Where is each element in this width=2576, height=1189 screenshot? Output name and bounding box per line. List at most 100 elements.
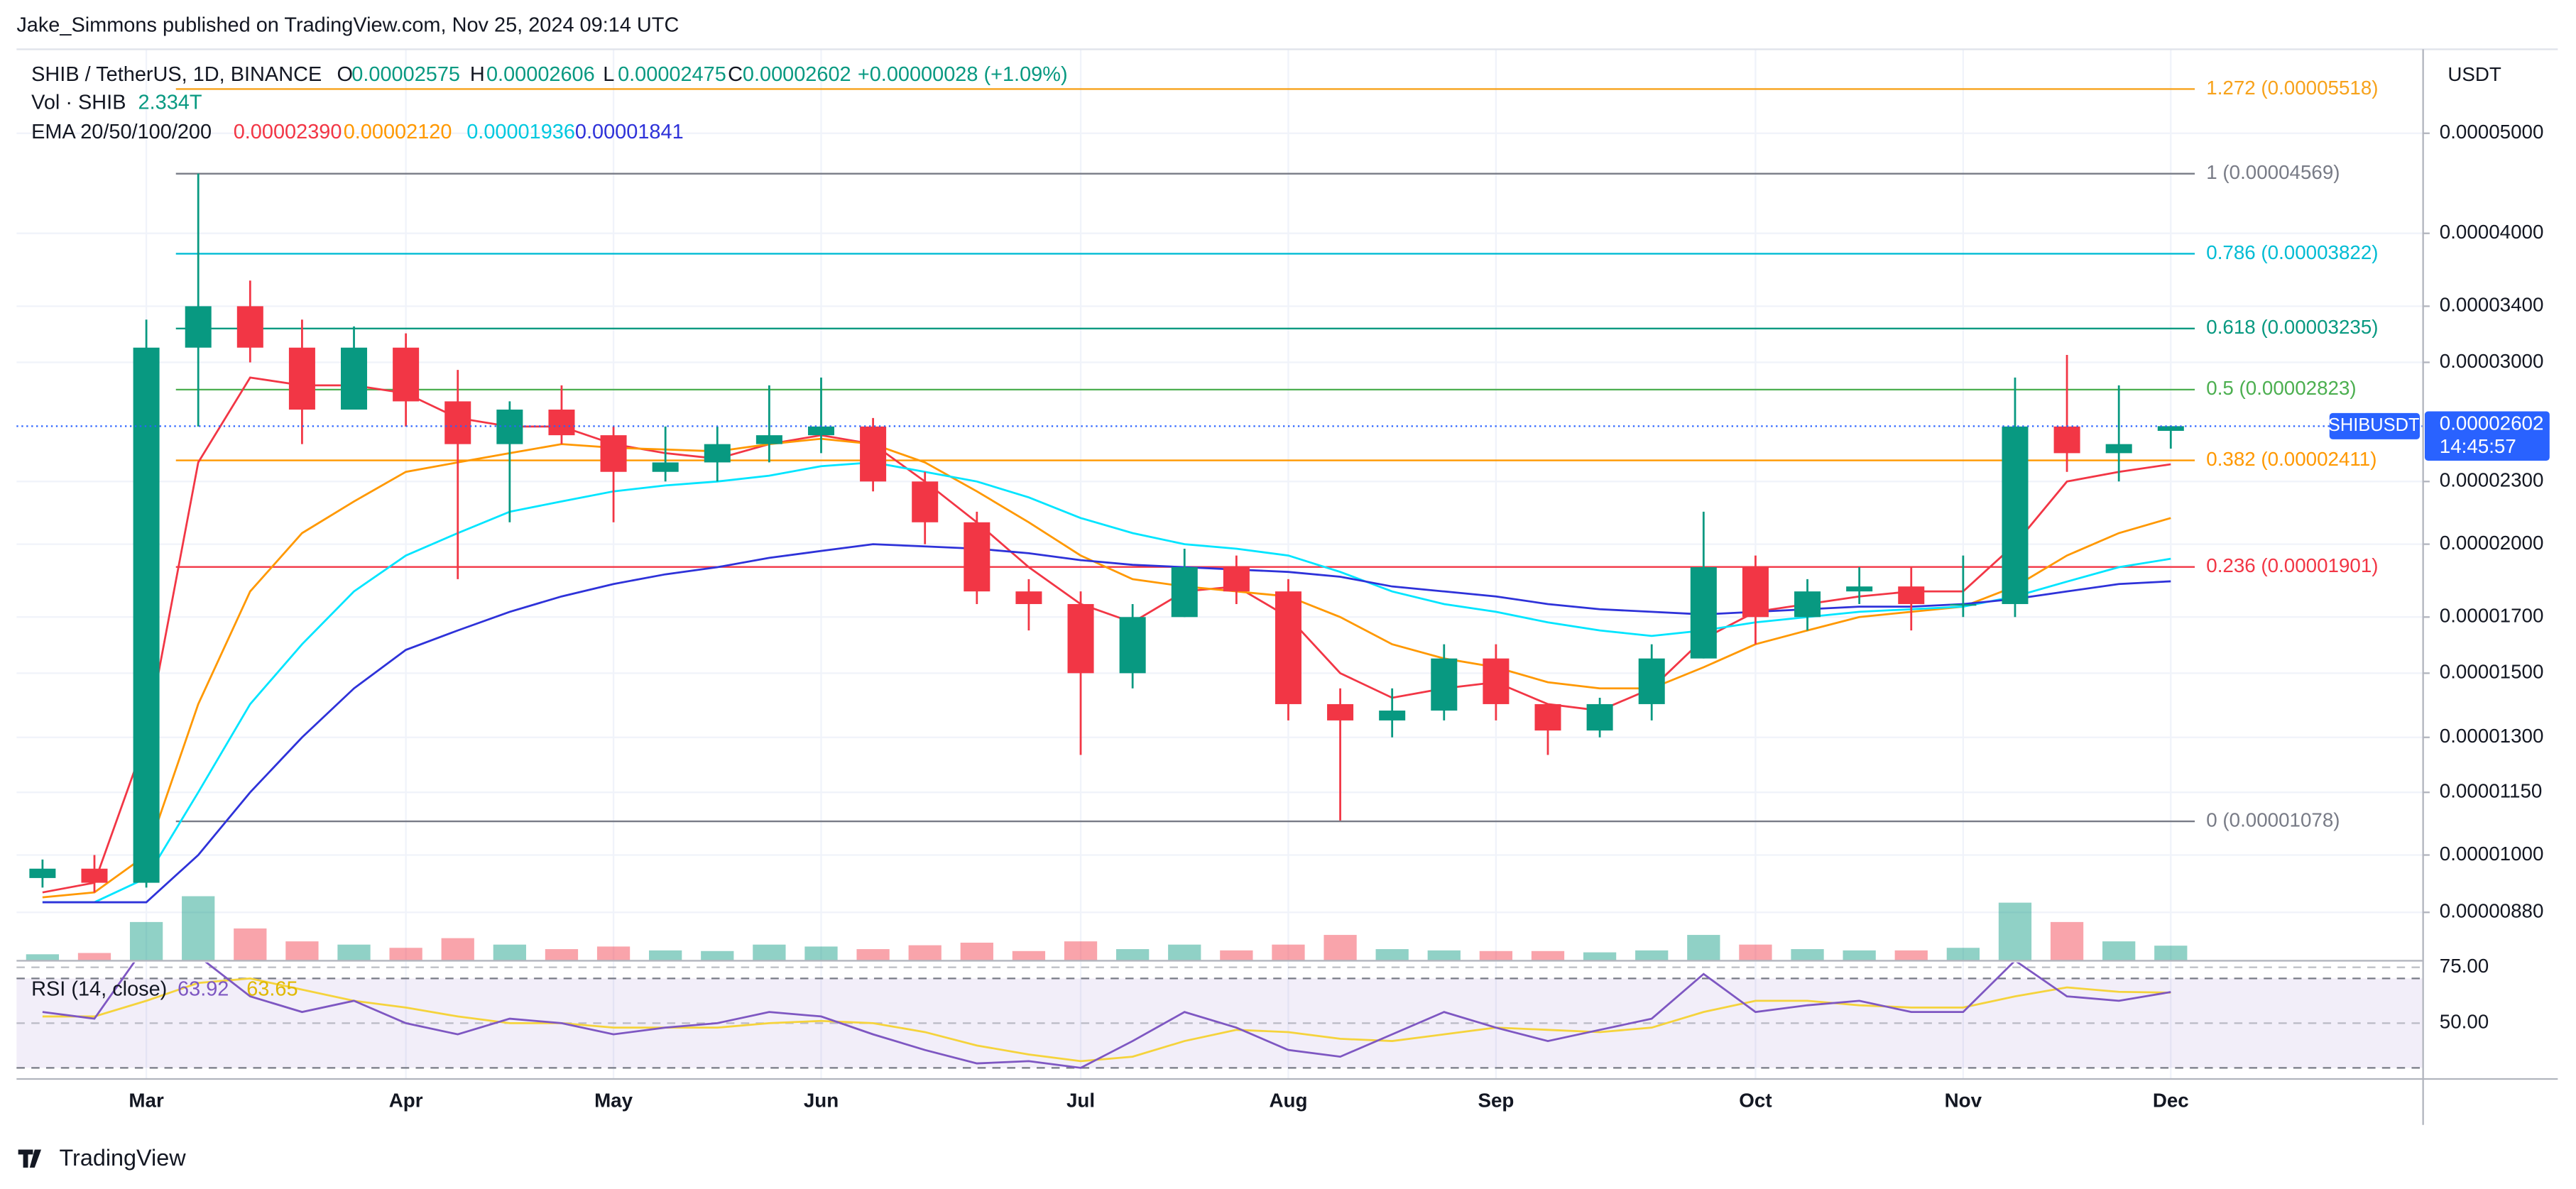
ema-line (42, 437, 2171, 899)
volume-bar (1116, 949, 1150, 961)
volume-bar (856, 949, 890, 961)
volume-bar (545, 949, 579, 961)
legend-ema200: 0.00001841 (575, 121, 684, 143)
volume-bar (1998, 902, 2032, 961)
candle-body (1638, 658, 1665, 704)
candle-body (2053, 426, 2080, 454)
candle-body (1067, 603, 1094, 674)
candle-body (1171, 567, 1198, 618)
candle-body (600, 435, 627, 472)
candle-body (1846, 586, 1873, 592)
volume-bar (285, 941, 319, 961)
rsi-tick-label: 50.00 (2440, 1011, 2489, 1033)
candle-body (1690, 567, 1717, 659)
legend-symbol: SHIB / TetherUS, 1D, BINANCE (31, 63, 322, 86)
legend-high: 0.00002606 (486, 63, 595, 86)
legend-volume-value: 2.334T (138, 91, 202, 114)
legend-volume: Vol · SHIB (31, 91, 126, 114)
rsi-line (42, 962, 2171, 1069)
candle-body (1483, 658, 1510, 704)
x-tick-label: Sep (1478, 1090, 1514, 1112)
legend-open: 0.00002575 (351, 63, 460, 86)
y-tick-label: 0.00002300 (2440, 469, 2544, 491)
y-tick-label: 0.00001700 (2440, 605, 2544, 627)
x-tick-label: Oct (1739, 1090, 1772, 1112)
y-tick-label: 0.00001500 (2440, 661, 2544, 683)
legend-h: H (470, 63, 485, 86)
candle-body (1431, 658, 1458, 711)
legend-ema50: 0.00002120 (344, 121, 452, 143)
y-tick-label: 0.00001150 (2440, 780, 2543, 802)
volume-bar (804, 946, 838, 961)
x-tick-label: Jun (804, 1090, 839, 1112)
price-tag (2424, 411, 2550, 461)
header: Jake_Simmons published on TradingView.co… (16, 14, 679, 37)
volume-bar (1531, 950, 1565, 961)
y-tick-label: 0.00003400 (2440, 294, 2544, 316)
rsi-ma-line (42, 977, 2171, 1063)
x-tick-label: Aug (1269, 1090, 1307, 1112)
candle-body (1119, 617, 1146, 674)
fib-label: 0.382 (0.00002411) (2206, 448, 2376, 470)
volume-bar (1739, 944, 1772, 961)
front-layer: Jake_Simmons published on TradingView.co… (16, 14, 2558, 1171)
volume-bar (129, 921, 163, 961)
candle-body (2002, 426, 2029, 604)
legend-c: C (728, 63, 743, 86)
rsi-title: RSI (14, close) (31, 978, 167, 1001)
y-tick-label: 0.00002000 (2440, 532, 2544, 554)
candle-body (704, 444, 731, 463)
volume-bar (649, 950, 682, 961)
fib-label: 0.236 (0.00001901) (2206, 554, 2378, 576)
rsi-tick-label: 75.00 (2440, 955, 2489, 977)
candle-body (1223, 567, 1250, 592)
volume-bar (337, 944, 371, 961)
volume-bar (2102, 941, 2136, 961)
legend-low: 0.00002475 (618, 63, 726, 86)
symbol-tag (2329, 412, 2421, 439)
candle-body (81, 868, 108, 883)
candle-body (1327, 703, 1354, 720)
x-tick-label: Jul (1066, 1090, 1095, 1112)
candle-body (548, 410, 575, 436)
candle-body (807, 426, 835, 436)
countdown: 14:45:57 (2440, 435, 2516, 457)
volume-bar (1791, 949, 1824, 961)
candle-body (29, 868, 56, 878)
symbol-tag-text: SHIBUSDT (2328, 415, 2420, 435)
legend-close: 0.00002602 (743, 63, 851, 86)
legend-o: O (337, 63, 352, 86)
candle-body (1379, 711, 1406, 720)
candle-body (185, 306, 212, 348)
volume-bar (1427, 950, 1461, 961)
main-layer (16, 88, 2423, 1069)
x-tick-label: Dec (2153, 1090, 2189, 1112)
volume-bar (701, 950, 734, 961)
volume-bar (1635, 950, 1669, 961)
logo (18, 1149, 42, 1168)
candle-body (393, 347, 420, 402)
volume-bar (389, 948, 422, 961)
volume-bar (1012, 950, 1046, 961)
footer: TradingView (59, 1145, 186, 1171)
volume-bar (1272, 944, 1305, 961)
volume-bar (493, 944, 526, 961)
candle-body (1898, 586, 1925, 604)
volume-bar (1946, 948, 1980, 961)
legend-change: +0.00000028 (+1.09%) (858, 63, 1068, 86)
candle-body (1534, 703, 1561, 731)
legend-ema100: 0.00001936 (466, 121, 575, 143)
volume-bar (182, 896, 215, 961)
rsi-value: 63.92 (178, 978, 229, 1001)
volume-bar (1324, 935, 1357, 961)
candle-body (1586, 703, 1613, 731)
volume-bar (2050, 921, 2084, 961)
legend-ema20: 0.00002390 (234, 121, 342, 143)
volume-bar (753, 944, 786, 961)
y-tick-label: 0.00000880 (2440, 900, 2544, 922)
y-tick-label: 0.00001300 (2440, 725, 2544, 747)
y-tick-label: 0.00001000 (2440, 843, 2544, 865)
candle-body (2157, 426, 2184, 431)
